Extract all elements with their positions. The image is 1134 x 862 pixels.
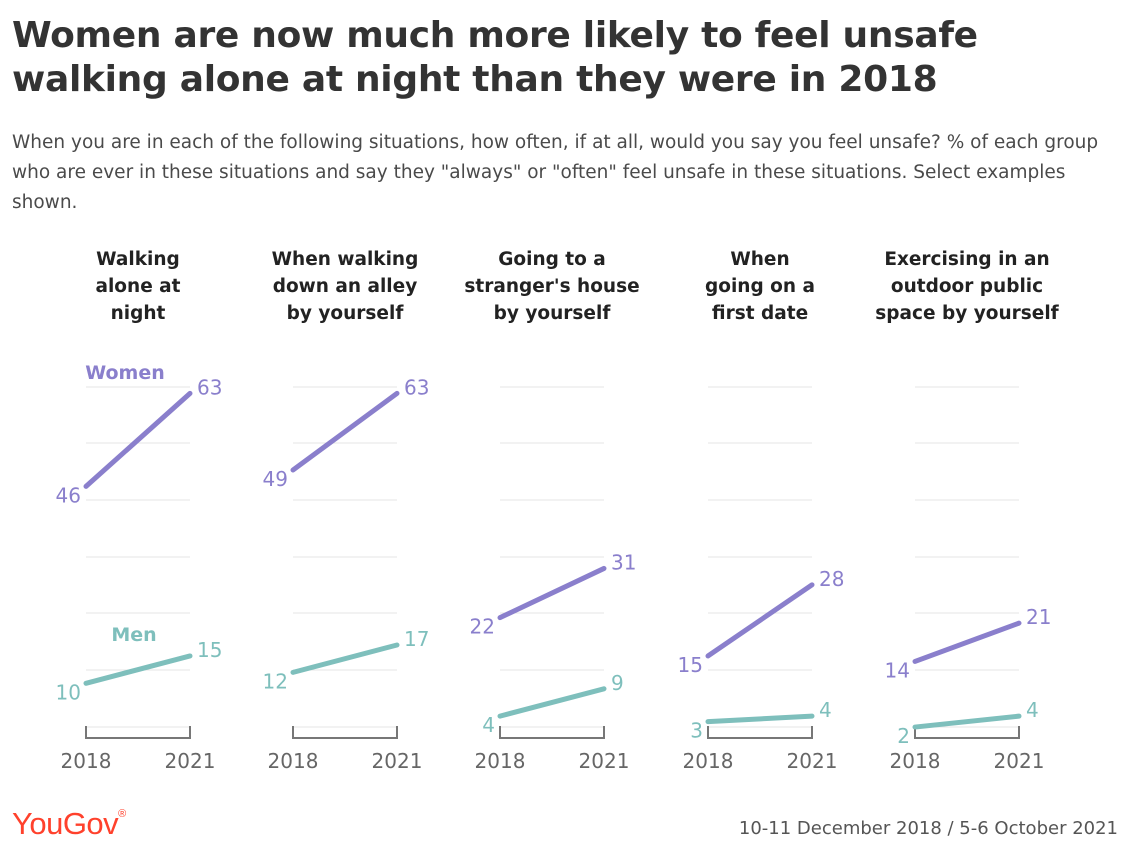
data-label: 15 [678,653,703,677]
panel-title: Walking alone at night [95,249,180,324]
women-series-label: Women [85,362,165,384]
data-label: 63 [404,375,429,399]
data-label: 22 [470,615,495,639]
men-series-line [290,642,400,675]
data-label: 63 [197,375,222,399]
data-label: 15 [197,638,222,662]
panel-title: Exercising in an outdoor public space by y… [875,249,1059,324]
x-tick-label: 2018 [268,749,319,773]
x-tick-label: 2018 [475,749,526,773]
women-series-line [83,390,193,489]
men-series-line [912,713,1022,730]
x-axis [292,726,398,739]
data-label: 49 [263,467,288,491]
data-label: 4 [1026,698,1039,722]
x-axis [707,726,813,739]
x-tick-label: 2021 [372,749,423,773]
data-label: 21 [1026,605,1051,629]
women-series-line [290,390,400,473]
data-label: 17 [404,627,429,651]
data-label: 12 [263,669,288,693]
panel-title: When walking down an alley by yourself [272,249,419,324]
x-tick-label: 2018 [890,749,941,773]
women-series-line [497,565,607,621]
men-series-label: Men [111,624,156,646]
panel-title: Going to a stranger's house by yourself [464,249,639,324]
data-label: 3 [690,719,703,743]
x-tick-label: 2018 [61,749,112,773]
small-multiples-chart: Walking alone at night 2018 2021 46 63 10 15 Wome… [56,249,1060,773]
x-tick-label: 2021 [579,749,630,773]
data-label: 31 [611,550,636,574]
women-series-line [912,620,1022,664]
yougov-logo: YouGov® [12,806,126,842]
x-tick-label: 2021 [787,749,838,773]
x-tick-label: 2018 [683,749,734,773]
x-tick-label: 2021 [165,749,216,773]
trademark-icon: ® [118,808,126,820]
men-series-line [705,713,815,725]
x-tick-label: 2021 [994,749,1045,773]
data-label: 14 [885,658,910,682]
data-label: 28 [819,567,844,591]
chart-subtitle: When you are in each of the following si… [12,132,1099,213]
data-label: 46 [56,483,81,507]
men-series-line [83,653,193,686]
men-series-line [497,686,607,719]
x-axis [499,726,605,739]
logo-text: YouGov [12,806,119,841]
data-label: 4 [819,698,832,722]
chart-title: Women are now much more likely to feel u… [12,15,978,100]
data-label: 2 [897,724,910,748]
x-axis [914,726,1020,739]
source-note: 10-11 December 2018 / 5-6 October 2021 [738,818,1118,839]
data-label: 4 [482,713,495,737]
x-axis [85,726,191,739]
panel-title: When going on a first date [705,249,815,324]
data-label: 9 [611,671,624,695]
women-series-line [705,582,815,659]
data-label: 10 [56,680,81,704]
